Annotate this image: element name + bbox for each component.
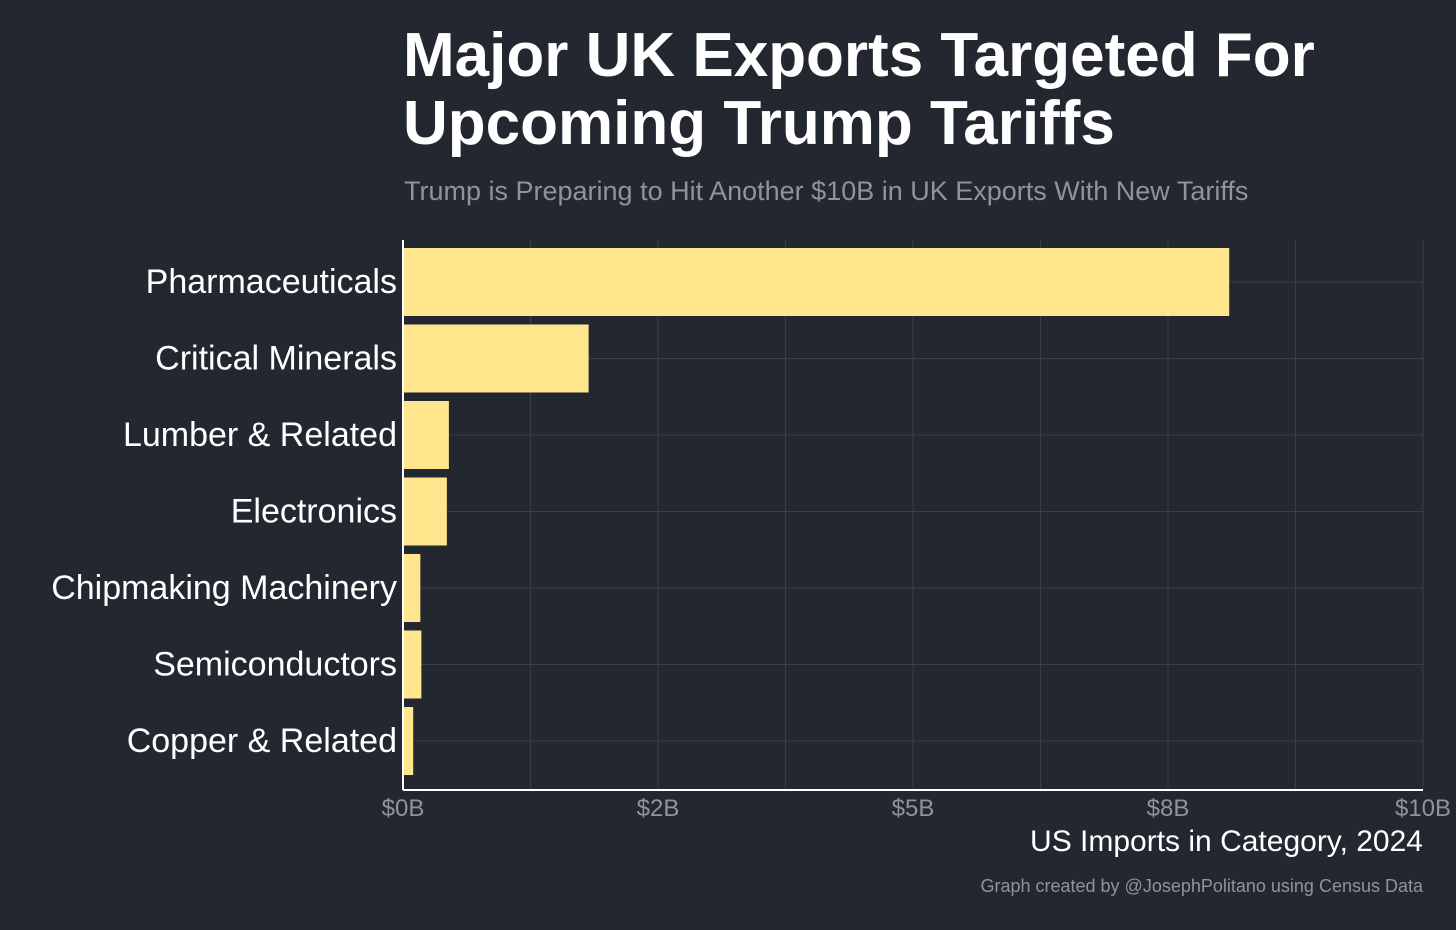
bar [403, 248, 1230, 316]
bar [403, 324, 589, 393]
category-label: Electronics [231, 493, 397, 531]
category-label: Critical Minerals [155, 340, 397, 378]
category-label: Copper & Related [127, 722, 397, 760]
x-tick-label: $10B [1395, 795, 1451, 822]
bar [403, 707, 414, 775]
x-tick-label: $0B [382, 795, 425, 822]
chart-title: Major UK Exports Targeted For Upcoming T… [403, 22, 1443, 158]
source-caption: Graph created by @JosephPolitano using C… [980, 876, 1423, 896]
bar [403, 554, 421, 622]
x-tick-label: $5B [892, 795, 935, 822]
x-axis-title: US Imports in Category, 2024 [1030, 825, 1423, 858]
bar [403, 477, 447, 546]
chart-subtitle: Trump is Preparing to Hit Another $10B i… [404, 176, 1249, 206]
x-tick-label: $8B [1147, 795, 1190, 822]
category-label: Pharmaceuticals [146, 263, 397, 301]
category-label: Chipmaking Machinery [51, 569, 397, 607]
bar [403, 630, 422, 699]
chart-title-line-2: Upcoming Trump Tariffs [403, 89, 1115, 158]
chart-title-line-1: Major UK Exports Targeted For [403, 21, 1315, 90]
category-label: Semiconductors [153, 646, 397, 684]
bar [403, 401, 449, 469]
category-label: Lumber & Related [123, 416, 397, 454]
x-tick-label: $2B [637, 795, 680, 822]
